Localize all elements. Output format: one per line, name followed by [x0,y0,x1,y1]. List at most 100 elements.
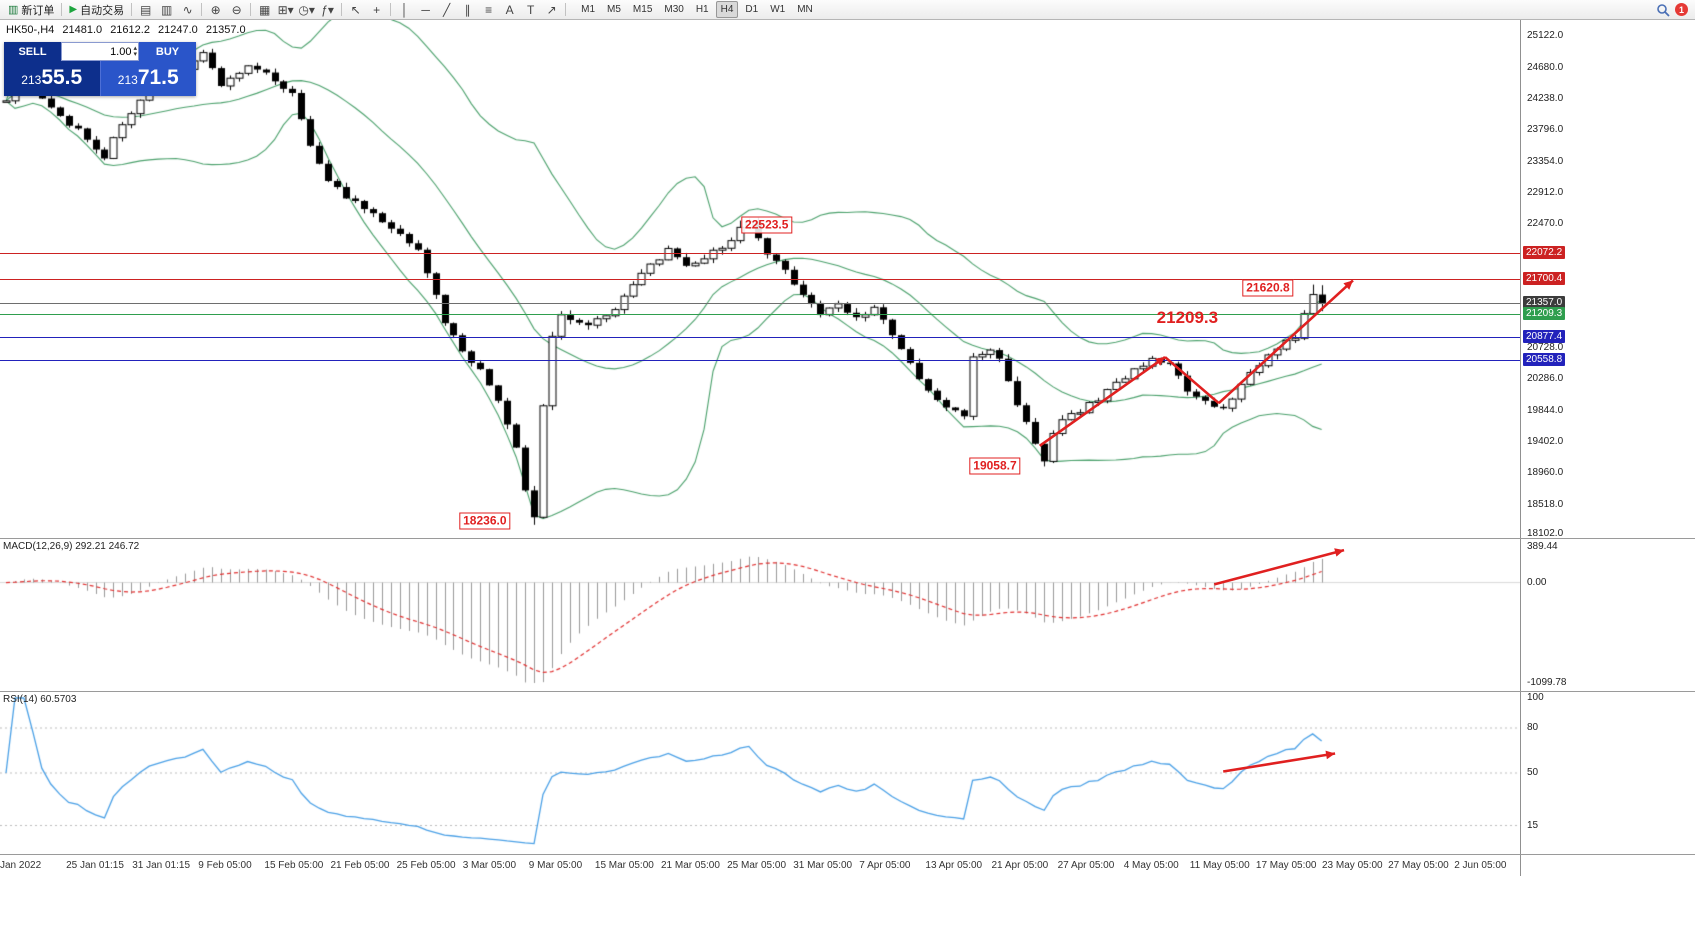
arrow-objects-icon[interactable]: ↗ [546,2,557,17]
time-axis-label: 31 Jan 01:15 [132,860,191,871]
price-tag-20558.8: 20558.8 [1523,353,1566,366]
rsi-axis-label: 15 [1527,819,1539,831]
time-axis-label: 27 May 05:00 [1388,860,1449,871]
sell-price[interactable]: 213 55.5 [4,61,100,96]
zoom-out-icon[interactable]: ⊖ [231,2,242,17]
time-axis-label: 2 Jun 05:00 [1454,860,1507,871]
sell-button[interactable]: SELL [4,42,61,61]
price-annotation-21620.8[interactable]: 21620.8 [1242,279,1294,297]
volume-field[interactable]: 1.00 ▴ ▾ [61,42,139,61]
chart-high: 21612.2 [110,24,150,36]
time-axis-label: 4 May 05:00 [1123,860,1179,871]
price-axis-border [1520,20,1521,876]
volume-down-icon[interactable]: ▾ [133,50,137,58]
timeframe-d1[interactable]: D1 [745,4,759,15]
toolbar-separator [201,3,203,16]
horizontal-level-line-20558.8[interactable] [0,360,1520,361]
label-icon[interactable]: T [526,2,535,17]
time-axis-label: 15 Feb 05:00 [264,860,324,871]
price-tag-21357.0: 21357.0 [1523,296,1566,309]
macd-panel[interactable]: MACD(12,26,9) 292.21 246.72 [0,539,1520,691]
macd-axis-label: 389.44 [1527,541,1558,552]
crosshair-icon[interactable]: + [373,2,381,17]
text-icon[interactable]: A [505,2,514,17]
price-annotation-19058.7[interactable]: 19058.7 [969,457,1021,475]
vertical-line-icon[interactable]: │ [400,2,409,17]
price-tag-21209.3: 21209.3 [1523,307,1566,320]
trendline-icon[interactable]: ╱ [442,2,451,17]
channel-icon[interactable]: ∥ [464,2,471,17]
time-axis-label: 13 Apr 05:00 [925,860,983,871]
toolbar-separator [61,3,63,16]
timeframe-w1[interactable]: W1 [770,4,786,15]
toolbar-separator [250,3,252,16]
volume-value[interactable]: 1.00 [110,45,132,58]
buy-button[interactable]: BUY [139,42,196,61]
price-axis-label: 24238.0 [1527,92,1564,104]
horizontal-level-line-21357.0[interactable] [0,303,1520,304]
chart-low: 21247.0 [158,24,198,36]
time-axis-label: Jan 2022 [0,860,42,871]
sell-price-prefix: 213 [21,73,42,87]
horizontal-level-line-20877.4[interactable] [0,337,1520,338]
panel-separator[interactable] [0,538,1695,539]
macd-axis-label: 0.00 [1527,576,1547,588]
tile-windows-icon[interactable]: ▦ [258,2,271,17]
timeframe-m1[interactable]: M1 [581,4,596,15]
period-selector-icon[interactable]: ◷▾ [298,2,315,17]
price-annotation-18236.0[interactable]: 18236.0 [459,512,511,530]
price-axis-label: 20286.0 [1527,373,1564,385]
buy-price-main: 71.5 [137,66,179,89]
time-axis-label: 21 Feb 05:00 [330,860,390,871]
new-chart-icon[interactable]: ⊞▾ [277,2,294,17]
volume-up-icon[interactable]: ▴ [133,44,137,52]
zoom-in-icon[interactable]: ⊕ [210,2,221,17]
timeframe-m15[interactable]: M15 [632,4,653,15]
line-chart-icon[interactable]: ∿ [182,2,193,17]
chart-info-line: HK50-,H4 21481.0 21612.2 21247.0 21357.0 [6,24,251,36]
horizontal-level-line-21209.3[interactable] [0,314,1520,315]
cursor-icon[interactable]: ↖ [350,2,361,17]
rsi-panel[interactable]: RSI(14) 60.5703 [0,692,1520,854]
toolbar-separator [390,3,392,16]
new-order-button[interactable]: ▥ 新订单 [4,2,58,18]
price-annotation-22523.5[interactable]: 22523.5 [741,216,793,234]
price-tag-22072.2: 22072.2 [1523,246,1566,259]
time-axis-label: 15 Mar 05:00 [594,860,654,871]
toolbar-icons: ▤ ▥ ∿ ⊕ ⊖ ▦ ⊞▾ ◷▾ ƒ▾ ↖ + │ ─ ╱ ∥ ≡ A T ↗ [135,2,569,18]
rsi-canvas[interactable] [0,692,1520,854]
toolbar-separator [341,3,343,16]
indicators-icon[interactable]: ƒ▾ [321,2,334,17]
time-axis-label: 27 Apr 05:00 [1057,860,1115,871]
chart-symbol-period: HK50-,H4 [6,24,55,36]
timeframe-mn[interactable]: MN [797,4,813,15]
price-axis-label: 23354.0 [1527,155,1564,167]
time-axis-label: 21 Apr 05:00 [991,860,1049,871]
search-icon[interactable] [1656,3,1670,17]
toolbar: ▥ 新订单 ▶ 自动交易 ▤ ▥ ∿ ⊕ ⊖ ▦ ⊞▾ ◷▾ ƒ▾ ↖ + │ ─ ╱ ∥ ≡ A T ↗ M1 M5… [0,0,1695,20]
panel-separator[interactable] [0,691,1695,692]
price-axis-column: 25122.0 24680.0 24238.0 23796.0 23354.0 22912… [1521,0,1695,939]
price-axis-label: 20728.0 [1527,341,1564,353]
timeframe-h1[interactable]: H1 [695,4,709,15]
price-annotation-21209.3[interactable]: 21209.3 [1156,308,1219,328]
fibonacci-icon[interactable]: ≡ [485,2,493,17]
horizontal-level-line-21700.4[interactable] [0,279,1520,280]
time-axis-label: 25 Mar 05:00 [727,860,787,871]
buy-price[interactable]: 213 71.5 [99,61,196,96]
toolbar-separator [131,3,133,16]
horizontal-line-icon[interactable]: ─ [421,2,430,17]
macd-axis-label: -1099.78 [1527,677,1567,688]
horizontal-level-line-22072.2[interactable] [0,253,1520,254]
candlestick-chart-icon[interactable]: ▥ [160,2,173,17]
timeframe-m5[interactable]: M5 [607,4,621,15]
auto-trading-label: 自动交易 [80,4,125,17]
notification-badge[interactable]: 1 [1675,3,1688,16]
time-axis-label: 17 May 05:00 [1255,860,1317,871]
auto-trading-button[interactable]: ▶ 自动交易 [65,2,128,18]
timeframe-h4[interactable]: H4 [715,1,739,18]
timeframe-m30[interactable]: M30 [664,4,684,15]
new-order-label: 新订单 [21,4,55,17]
bar-chart-icon[interactable]: ▤ [139,2,152,17]
macd-canvas[interactable] [0,539,1520,691]
